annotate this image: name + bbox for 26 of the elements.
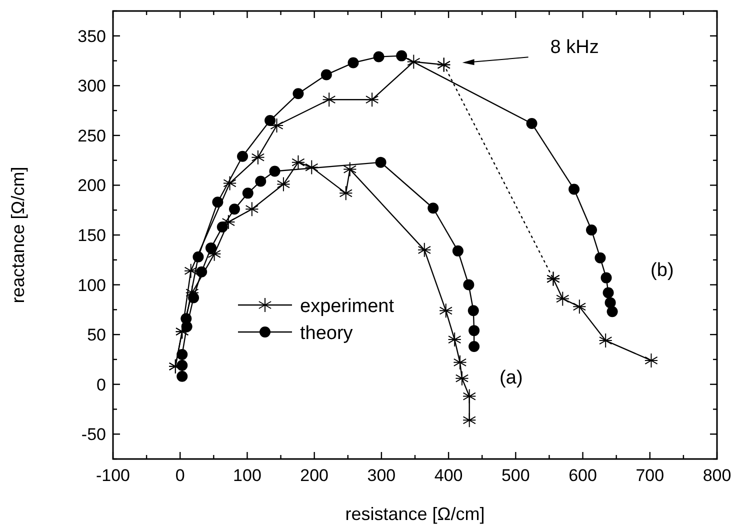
annotation: (b) (650, 260, 674, 281)
y-tick-label: 300 (78, 76, 106, 96)
y-tick-label: 250 (78, 126, 106, 146)
x-tick-label: 700 (636, 466, 664, 485)
x-tick-label: 0 (175, 466, 185, 485)
x-tick-label: 400 (434, 466, 463, 485)
x-tick-label: 200 (300, 466, 329, 485)
y-tick-label: -50 (81, 425, 106, 444)
x-tick-label: 100 (233, 466, 262, 485)
annotation: 8 kHz (550, 37, 599, 58)
y-tick-label: 0 (96, 375, 106, 394)
x-tick-label: 600 (568, 466, 597, 485)
x-tick-label: 800 (702, 466, 732, 485)
y-tick-label: 200 (78, 176, 106, 196)
x-tick-label: 500 (501, 466, 530, 485)
y-tick-label: 350 (78, 26, 106, 46)
legend-label: theory (300, 323, 354, 344)
x-axis-title: resistance [Ω/cm] (345, 504, 485, 524)
legend-label: experiment (300, 296, 395, 317)
x-tick-label: -100 (96, 466, 130, 485)
y-tick-label: 150 (78, 226, 106, 245)
y-tick-label: 50 (87, 326, 106, 345)
y-tick-label: 100 (78, 276, 106, 295)
annotation: (a) (500, 367, 523, 388)
y-axis-title: reactance [Ω/cm] (8, 166, 28, 304)
x-tick-label: 300 (367, 466, 396, 485)
